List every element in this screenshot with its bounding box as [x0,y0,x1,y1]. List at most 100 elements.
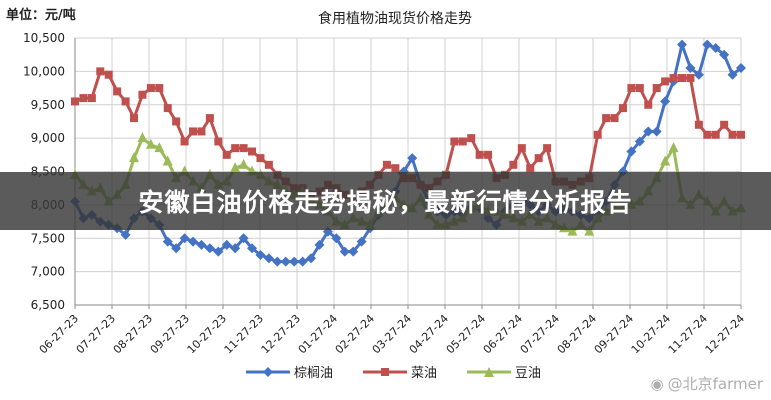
data-point [458,137,467,146]
data-point [339,246,350,257]
data-point [255,249,266,260]
x-tick-label: 12-27-24 [703,312,748,357]
x-tick-label: 01-27-24 [296,312,341,357]
data-point [661,77,670,86]
data-point [129,152,140,163]
data-point [155,84,164,93]
x-tick-label: 07-27-23 [74,312,119,357]
data-point [146,84,155,93]
data-point [306,253,317,264]
data-point [231,144,240,153]
data-point [736,63,746,74]
y-tick-label: 10,000 [23,64,65,78]
data-point [162,236,173,247]
x-axis-ticks: 06-27-2307-27-2308-27-2309-27-2310-27-23… [37,305,748,357]
data-point [189,127,198,136]
data-point [162,155,173,166]
legend-item-soybean: 豆油 [467,362,541,381]
data-point [652,84,661,93]
data-point [197,127,206,136]
unit-label: 单位：元/吨 [6,8,76,23]
y-tick-label: 9,000 [31,131,65,145]
data-point [238,233,249,244]
data-point [163,104,172,113]
data-point [634,136,645,147]
data-point [248,147,257,156]
data-point [238,158,249,169]
data-point [221,239,232,250]
data-point [467,134,476,143]
data-point [172,117,181,126]
data-point [222,150,231,159]
data-point [643,126,654,137]
data-point [331,233,342,244]
data-point [71,97,79,106]
data-point [204,243,215,254]
data-point [391,164,400,173]
data-point [484,150,493,159]
legend-swatch-rapeseed [363,367,408,376]
data-point [239,144,248,153]
data-point [145,138,156,149]
data-point [263,253,274,264]
data-point [719,49,730,60]
data-point [668,142,679,153]
data-point [694,120,703,129]
data-point [180,137,189,146]
data-point [602,114,611,123]
x-tick-label: 11-27-23 [222,312,267,357]
data-point [517,144,526,153]
legend-label-rapeseed: 菜油 [411,366,438,381]
data-point [230,162,241,173]
data-point [272,256,283,267]
y-tick-label: 7,500 [31,231,65,245]
data-point [475,150,484,159]
data-point [660,155,671,166]
data-point [593,130,602,139]
data-point [660,96,671,107]
legend-swatch-palm [246,366,290,377]
x-tick-label: 10-27-23 [185,312,230,357]
data-point [130,114,139,123]
data-point [196,239,207,250]
legend-label-palm: 棕榈油 [294,366,334,381]
data-point [685,63,696,74]
data-point [703,130,712,139]
data-point [644,100,653,109]
x-tick-label: 06-27-24 [481,312,526,357]
data-point [676,39,687,50]
x-tick-label: 11-27-24 [666,312,711,357]
x-tick-label: 08-27-23 [111,312,156,357]
watermark-text: @北京farmer [667,375,763,393]
data-point [534,154,543,163]
x-tick-label: 07-27-24 [518,312,563,357]
data-point [584,225,595,236]
data-point [720,120,729,129]
x-tick-label: 02-27-24 [333,312,378,357]
x-tick-label: 04-27-24 [407,312,452,357]
x-tick-label: 05-27-24 [444,312,489,357]
data-point [618,104,627,113]
data-point [710,43,721,54]
data-point [356,236,367,247]
x-tick-label: 12-27-23 [259,312,304,357]
y-tick-label: 10,500 [23,31,65,45]
data-point [669,74,678,83]
data-point [348,246,359,257]
y-tick-label: 7,000 [31,265,65,279]
x-tick-label: 06-27-23 [37,312,82,357]
data-point [610,114,619,123]
data-point [213,246,224,257]
data-point [121,97,130,106]
data-point [79,94,88,103]
legend-swatch-soybean [467,366,512,377]
data-point [104,70,113,79]
data-point [96,67,105,76]
data-point [702,39,713,50]
data-point [635,84,644,93]
x-tick-label: 03-27-24 [370,312,415,357]
data-point [543,144,552,153]
data-point [205,114,214,123]
data-point [230,243,241,254]
data-point [289,256,300,267]
